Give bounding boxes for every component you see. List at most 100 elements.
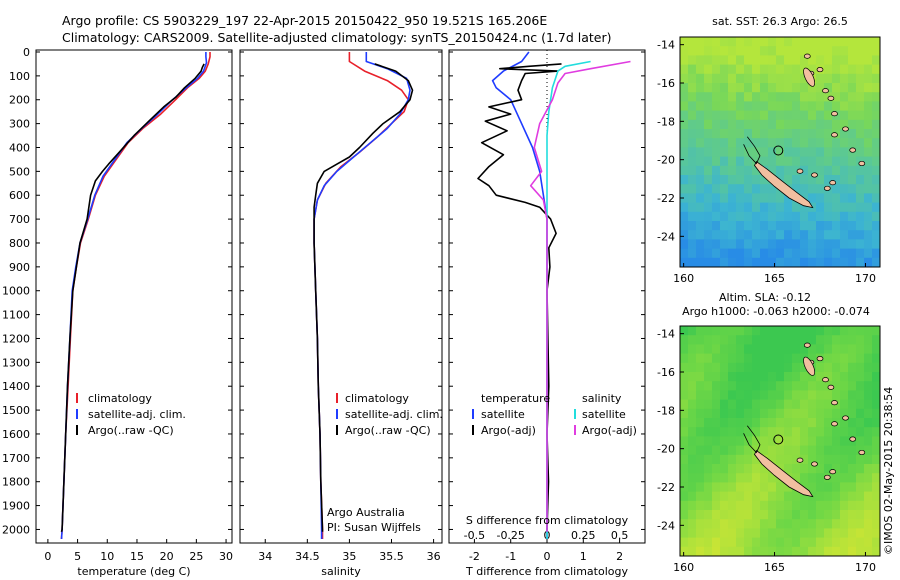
map-cell [832, 482, 841, 493]
map-cell [848, 37, 857, 47]
series-line-salinity-argo-adj [529, 60, 631, 532]
map-cell [720, 138, 729, 148]
map-cell [704, 248, 713, 259]
map-cell [760, 211, 769, 222]
map-cell [720, 427, 729, 437]
map-cell [736, 445, 745, 456]
map-cell [696, 147, 705, 158]
x-top-tick-label: -0.5 [464, 529, 485, 542]
map-cell [680, 239, 689, 250]
legend-label-satellite: satellite-adj. clim. [88, 408, 186, 421]
map-cell [832, 344, 841, 355]
map-cell [832, 92, 841, 102]
map-cell [680, 390, 689, 401]
map-cell [864, 418, 873, 428]
map-cell [776, 519, 785, 529]
map-cell [872, 491, 880, 502]
map-cell [696, 221, 705, 231]
map-cell [776, 55, 785, 66]
map-cell [728, 500, 737, 511]
map-cell [720, 418, 729, 428]
map-cell [688, 55, 697, 66]
map-cell [816, 482, 825, 493]
map-cell [800, 399, 809, 410]
map-cell [816, 427, 825, 437]
map-cell [728, 482, 737, 493]
temperature-axes: 0 5 10 15 20 25 300100200300400500600700800900… [2, 46, 233, 563]
map-cell [808, 436, 817, 447]
island [849, 147, 857, 153]
map-cell [744, 202, 753, 213]
map-cell [744, 156, 753, 167]
map-cell [856, 362, 865, 373]
map-cell [752, 110, 761, 121]
map-cell [768, 454, 777, 465]
x-tick-label: -1 [505, 550, 516, 563]
map-cell [688, 101, 697, 112]
map-cell [864, 335, 873, 345]
map-cell [824, 110, 833, 121]
map-cell [816, 239, 825, 250]
map-cell [752, 454, 761, 465]
map-cell [800, 390, 809, 401]
map-cell [840, 362, 849, 373]
map-cell [872, 101, 880, 112]
x-tick-label: 34 [258, 550, 272, 563]
map-cell [704, 119, 713, 130]
map-cell [776, 110, 785, 121]
map-cell [752, 92, 761, 102]
map-cell [832, 445, 841, 456]
map-cell [800, 138, 809, 148]
map-cell [800, 129, 809, 139]
map-cell [704, 353, 713, 364]
map-cell [872, 427, 880, 437]
map-cell [744, 473, 753, 483]
y-tick-label: 1400 [2, 380, 30, 393]
series-line-argo-raw-qc [313, 63, 414, 532]
legend-label-argo: Argo(..raw -QC) [345, 424, 431, 437]
map-cell [816, 73, 825, 84]
map-cell [712, 156, 721, 167]
map-cell [720, 248, 729, 259]
map-cell [840, 230, 849, 240]
map-cell [872, 83, 880, 93]
sla-map-title: Altim. SLA: -0.12 [719, 291, 811, 304]
map-cell [816, 408, 825, 419]
map-cell [840, 239, 849, 250]
x-tick-label: 0 [544, 550, 551, 563]
map-cell [856, 119, 865, 130]
map-cell [840, 138, 849, 148]
map-cell [760, 445, 769, 456]
map-cell [736, 454, 745, 465]
map-cell [776, 46, 785, 56]
map-cell [736, 418, 745, 428]
map-cell [728, 399, 737, 410]
island [796, 457, 804, 463]
map-cell [736, 202, 745, 213]
map-cell [736, 55, 745, 66]
map-cell [872, 418, 880, 428]
map-cell [768, 372, 777, 382]
map-cell [816, 193, 825, 204]
map-cell [848, 510, 857, 520]
map-cell [808, 221, 817, 231]
map-cell [784, 101, 793, 112]
map-cell [800, 46, 809, 56]
map-cell [872, 510, 880, 520]
island [803, 53, 811, 59]
map-cell [792, 110, 801, 121]
map-cell [696, 184, 705, 194]
map-cell [848, 101, 857, 112]
map-cell [720, 408, 729, 419]
map-cell [792, 221, 801, 231]
y-tick-label: 1600 [2, 428, 30, 441]
map-cell [864, 83, 873, 93]
map-cell [696, 37, 705, 47]
map-cell [816, 46, 825, 56]
map-cell [840, 83, 849, 93]
map-cell [792, 211, 801, 222]
map-cell [792, 156, 801, 167]
map-cell [704, 537, 713, 548]
map-cell [776, 510, 785, 520]
map-cell [688, 165, 697, 176]
